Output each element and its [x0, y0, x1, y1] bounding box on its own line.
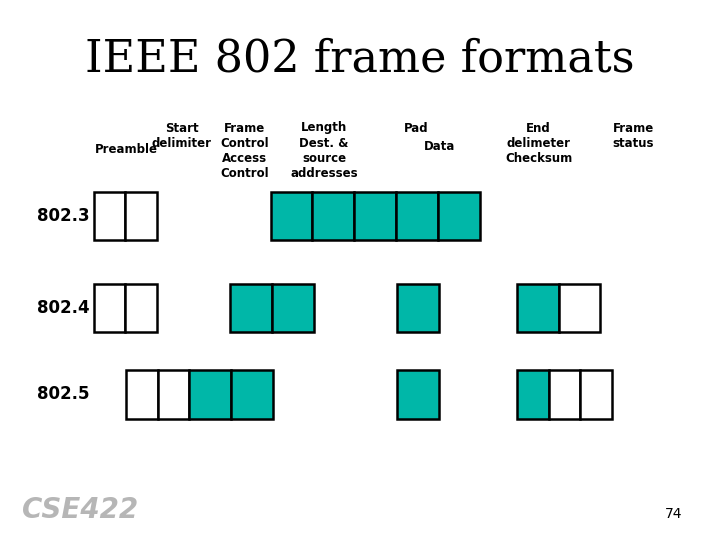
- Bar: [396, 192, 438, 240]
- Bar: [397, 284, 439, 332]
- Bar: [517, 370, 549, 418]
- Text: Access: Access: [222, 152, 267, 165]
- Bar: [549, 370, 580, 418]
- Bar: [272, 284, 314, 332]
- Text: CSE422: CSE422: [22, 496, 138, 524]
- Text: delimeter: delimeter: [507, 137, 570, 150]
- Text: 74: 74: [665, 507, 682, 521]
- Text: 802.5: 802.5: [37, 385, 89, 403]
- Bar: [517, 284, 559, 332]
- Bar: [94, 192, 125, 240]
- Bar: [125, 284, 157, 332]
- Text: Dest. &: Dest. &: [300, 137, 348, 150]
- Text: Length: Length: [301, 122, 347, 134]
- Bar: [312, 192, 354, 240]
- Text: Frame: Frame: [224, 122, 266, 134]
- Bar: [580, 370, 612, 418]
- Text: Pad: Pad: [404, 122, 428, 134]
- Text: Preamble: Preamble: [94, 143, 158, 156]
- Text: Control: Control: [220, 167, 269, 180]
- Text: Start: Start: [165, 122, 198, 134]
- Text: Frame: Frame: [613, 122, 654, 134]
- Bar: [397, 370, 439, 418]
- Text: source: source: [302, 152, 346, 165]
- Bar: [158, 370, 189, 418]
- Text: delimiter: delimiter: [151, 137, 212, 150]
- Bar: [354, 192, 396, 240]
- Text: status: status: [613, 137, 654, 150]
- Text: 802.3: 802.3: [37, 207, 90, 225]
- Bar: [438, 192, 480, 240]
- Text: Checksum: Checksum: [505, 152, 572, 165]
- Text: 802.4: 802.4: [37, 299, 90, 317]
- Text: Data: Data: [423, 140, 455, 153]
- Text: Control: Control: [220, 137, 269, 150]
- Bar: [271, 192, 312, 240]
- Text: End: End: [526, 122, 551, 134]
- Bar: [230, 284, 272, 332]
- Bar: [189, 370, 231, 418]
- Text: addresses: addresses: [290, 167, 358, 180]
- Bar: [126, 370, 158, 418]
- Text: IEEE 802 frame formats: IEEE 802 frame formats: [85, 38, 635, 81]
- Bar: [94, 284, 125, 332]
- Bar: [125, 192, 157, 240]
- Bar: [231, 370, 273, 418]
- Bar: [559, 284, 600, 332]
